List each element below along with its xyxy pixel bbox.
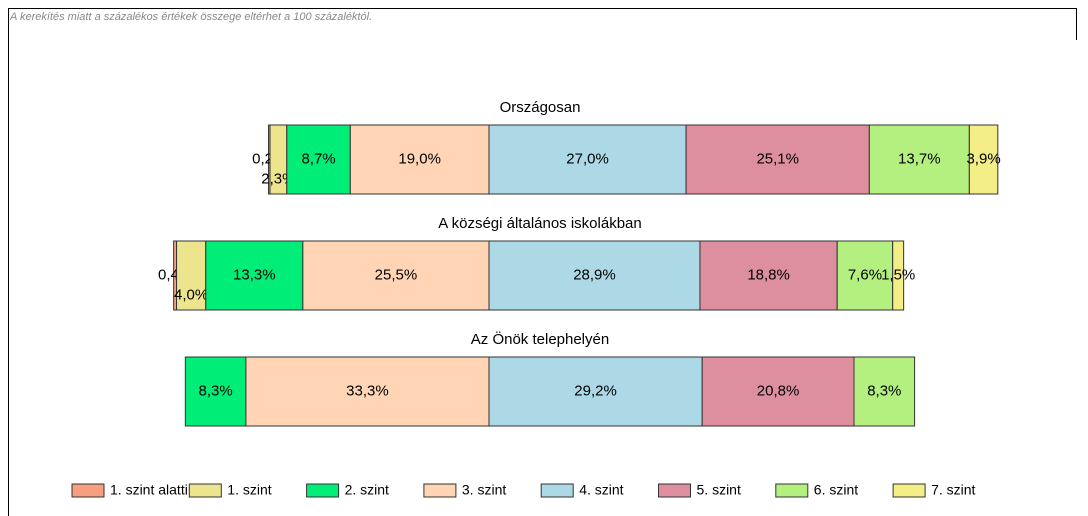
value-label: 7,6% <box>848 266 882 283</box>
legend-swatch <box>540 483 574 498</box>
value-label: 18,8% <box>747 266 790 283</box>
legend-swatch <box>188 483 222 498</box>
legend-swatch <box>423 483 457 498</box>
value-label: 8,3% <box>199 382 233 399</box>
value-label: 1,5% <box>881 266 915 283</box>
legend-label: 5. szint <box>697 482 741 498</box>
value-label: 19,0% <box>398 150 441 167</box>
bar-segment <box>868 124 970 195</box>
legend-swatch <box>892 483 926 498</box>
bar-segment <box>836 240 894 311</box>
value-label: 8,7% <box>301 150 335 167</box>
legend-swatch <box>658 483 691 498</box>
bar-title: Országosan <box>500 99 581 116</box>
bar-segment <box>302 240 490 311</box>
bar-segment <box>205 240 304 311</box>
value-label: 3,9% <box>966 150 1000 167</box>
legend-label: 4. szint <box>579 482 623 498</box>
value-label: 8,3% <box>867 382 901 399</box>
value-label: 28,9% <box>573 266 616 283</box>
value-label: 4,0% <box>174 286 208 303</box>
legend-label: 1. szint <box>227 482 271 498</box>
value-label: 29,2% <box>574 382 617 399</box>
value-label: 13,7% <box>898 150 941 167</box>
value-label: 27,0% <box>566 150 609 167</box>
legend-label: 1. szint alatti <box>110 482 188 498</box>
bar-segment <box>488 240 701 311</box>
bar-segment <box>685 124 870 195</box>
bar-segment <box>699 240 838 311</box>
bar-segment <box>488 356 703 427</box>
legend-swatch <box>71 483 105 498</box>
bar-segment <box>968 124 999 195</box>
bar-segment <box>892 240 905 311</box>
bar-segment <box>286 124 351 195</box>
bar-title: Az Önök telephelyén <box>471 330 609 348</box>
bar-segment <box>701 356 855 427</box>
bar-segment <box>184 356 247 427</box>
bar-segment <box>245 356 490 427</box>
legend-label: 7. szint <box>931 482 975 498</box>
value-label: 25,5% <box>375 266 418 283</box>
value-label: 13,3% <box>233 266 276 283</box>
legend-label: 2. szint <box>345 482 389 498</box>
legend-label: 6. szint <box>814 482 858 498</box>
legend-label: 3. szint <box>462 482 506 498</box>
legend-swatch <box>775 483 809 498</box>
bar-title: A községi általános iskolákban <box>438 215 641 232</box>
value-label: 33,3% <box>346 382 389 399</box>
bar-segment <box>488 124 687 195</box>
note: A kerekítés miatt a százalékos értékek ö… <box>9 11 372 23</box>
legend-swatch <box>306 483 340 498</box>
bar-segment <box>349 124 490 195</box>
bar-segment <box>176 240 207 311</box>
value-label: 25,1% <box>756 150 799 167</box>
bar-segment <box>853 356 916 427</box>
value-label: 20,8% <box>757 382 800 399</box>
